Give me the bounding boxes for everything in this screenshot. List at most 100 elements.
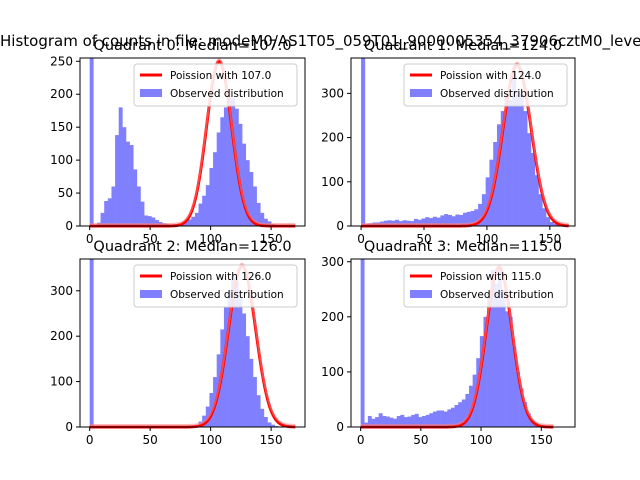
histogram-bar	[436, 217, 441, 226]
histogram-bar	[429, 218, 434, 226]
subplot-title: Quadrant 1: Median=124.0	[364, 38, 562, 54]
histogram-bar	[227, 96, 232, 227]
histogram-bar	[216, 132, 221, 226]
histogram-bar	[443, 411, 448, 427]
histogram-bar	[267, 422, 272, 427]
y-tick-label: 0	[65, 420, 73, 434]
histogram-bar	[479, 336, 484, 427]
histogram-bar	[104, 200, 109, 226]
histogram-bar	[444, 214, 449, 226]
histogram-bar	[436, 410, 441, 427]
histogram-bar	[209, 168, 214, 226]
histogram-bar	[530, 420, 535, 427]
histogram-bar	[375, 417, 379, 427]
x-tick-label: 0	[357, 433, 365, 447]
histogram-bar	[497, 270, 502, 427]
y-tick-label: 150	[50, 120, 73, 134]
histogram-bar	[115, 135, 120, 226]
x-tick-label: 50	[143, 232, 158, 246]
histogram-bar	[205, 185, 210, 226]
x-tick-label: 100	[199, 433, 222, 447]
histogram-bar	[129, 144, 134, 226]
histogram-bar	[371, 418, 376, 427]
legend-label-observed: Observed distribution	[440, 88, 554, 100]
figure-suptitle: Histogram of counts in file: modeM0/AS1T…	[0, 32, 640, 50]
histogram-bar	[249, 358, 254, 427]
histogram-bar	[187, 219, 192, 226]
subplot-1: 0 50 100 150 0 100 200 300 Poission with 124.0 Ob…	[321, 38, 576, 246]
poisson-curve-highlight	[360, 264, 554, 426]
histogram-bar	[249, 171, 254, 226]
subplot-0: 0 50 100 150 0 50 100 150 200 250 Poission with 10…	[50, 38, 306, 246]
histogram-bar	[476, 358, 481, 427]
legend-label-poisson: Poission with 124.0	[440, 70, 541, 82]
histogram-bar	[89, 58, 94, 226]
histogram-bar	[440, 215, 445, 226]
x-tick-label: 0	[86, 433, 94, 447]
histogram-bar	[494, 283, 499, 427]
subplot-title: Quadrant 0: Median=107.0	[93, 38, 291, 54]
histogram-bar	[553, 223, 558, 226]
poisson-curve-highlight	[361, 61, 569, 225]
y-tick-label: 100	[321, 365, 344, 379]
legend: Poission with 107.0 Observed distribution	[133, 63, 298, 107]
histogram-bar	[147, 216, 152, 226]
histogram-bar	[360, 259, 365, 427]
histogram-bar	[463, 212, 468, 226]
histogram-bar	[256, 395, 261, 427]
histogram-bar	[411, 414, 416, 427]
histogram-bar	[432, 411, 437, 427]
legend-bar-swatch	[410, 290, 432, 298]
histogram-bar	[500, 111, 505, 226]
histogram-bar	[447, 409, 452, 427]
legend-box	[403, 264, 568, 308]
histogram-bar	[140, 201, 145, 226]
histogram-bar	[454, 404, 459, 427]
histogram-bar	[458, 402, 463, 427]
histogram-bar	[223, 306, 228, 427]
histogram-bar	[425, 414, 430, 427]
histogram-bar	[191, 216, 196, 226]
histogram-bar	[260, 408, 265, 427]
x-tick-label: 150	[538, 232, 561, 246]
histogram-bar	[413, 218, 418, 226]
legend-label-poisson: Poission with 107.0	[170, 70, 271, 82]
y-tick-label: 200	[321, 310, 344, 324]
histogram-bar	[107, 198, 112, 226]
histogram-bar	[530, 153, 536, 226]
histogram-bar	[367, 415, 372, 427]
histogram-bar	[234, 281, 239, 427]
histogram-bar	[523, 111, 528, 226]
histogram-bar	[263, 218, 268, 226]
histogram-bar	[496, 124, 502, 226]
x-tick-label: 0	[357, 232, 365, 246]
y-tick-label: 100	[50, 153, 73, 167]
x-tick-label: 150	[260, 433, 283, 447]
histogram-bar	[526, 413, 531, 427]
histogram-bar	[461, 399, 466, 427]
x-tick-label: 50	[413, 433, 428, 447]
histogram-bar	[459, 214, 464, 226]
histogram-bar	[481, 194, 486, 226]
histogram-bar	[209, 392, 214, 427]
histogram-bar	[485, 177, 490, 226]
histogram-bar	[89, 259, 94, 427]
legend: Poission with 124.0 Observed distribution	[403, 63, 568, 107]
x-tick-label: 0	[86, 232, 94, 246]
histogram-bar	[478, 203, 483, 226]
x-tick-label: 100	[470, 433, 493, 447]
histogram-bar	[490, 270, 495, 427]
histogram-bar	[455, 214, 460, 226]
histogram-bar	[508, 316, 513, 427]
histogram-bar	[515, 91, 520, 226]
histogram-bar	[122, 127, 127, 226]
histogram-bar	[252, 377, 257, 427]
histogram-bar	[487, 292, 491, 427]
x-tick-label: 100	[475, 232, 498, 246]
histogram-bar	[538, 194, 543, 226]
legend-box	[133, 63, 298, 107]
histogram-bar	[519, 388, 524, 427]
histogram-bar	[527, 133, 532, 226]
histogram-bar	[483, 316, 488, 427]
